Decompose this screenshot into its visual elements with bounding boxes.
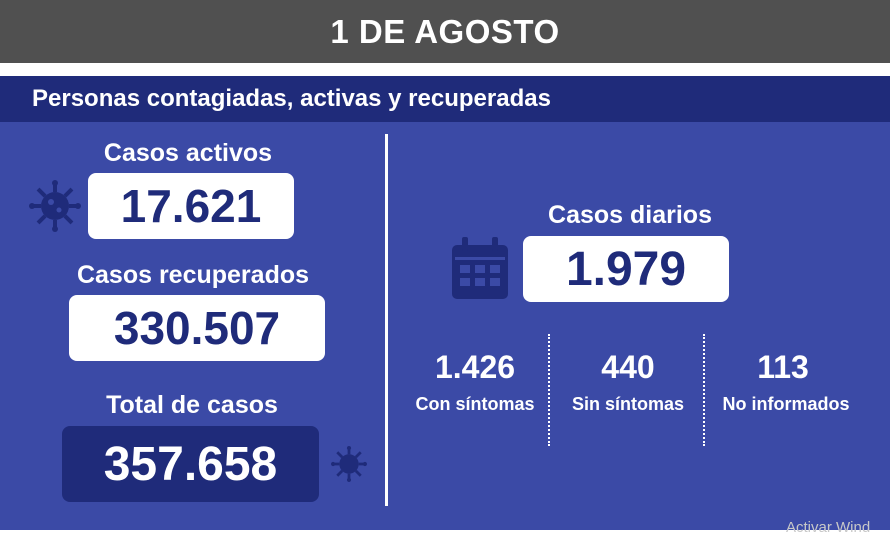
no-informados-label: No informados [722, 394, 850, 414]
virus-icon [29, 180, 81, 232]
divider-dotted [548, 334, 550, 446]
casos-diarios-label: Casos diarios [548, 201, 712, 229]
con-sintomas-label: Con síntomas [415, 394, 535, 414]
calendar-icon [452, 237, 508, 299]
casos-recuperados-label: Casos recuperados [76, 261, 310, 289]
date-banner: 1 DE AGOSTO [0, 0, 890, 63]
casos-recuperados-value: 330.507 [69, 295, 325, 361]
column-divider [385, 134, 388, 506]
sin-sintomas-value: 440 [601, 349, 655, 385]
date-title: 1 DE AGOSTO [330, 12, 560, 50]
panel-header: Personas contagiadas, activas y recupera… [0, 76, 890, 122]
casos-diarios-value: 1.979 [523, 236, 729, 302]
total-casos-label: Total de casos [106, 391, 278, 419]
no-informados-value: 113 [757, 349, 809, 385]
casos-activos-label: Casos activos [103, 139, 273, 167]
divider-dotted [703, 334, 705, 446]
activation-watermark: Activar Wind [786, 519, 871, 536]
con-sintomas-value: 1.426 [434, 349, 516, 385]
total-casos-value: 357.658 [62, 426, 319, 502]
panel-title: Personas contagiadas, activas y recupera… [32, 85, 551, 112]
virus-icon [331, 446, 367, 482]
sin-sintomas-label: Sin síntomas [571, 394, 685, 414]
casos-activos-value: 17.621 [88, 173, 294, 239]
